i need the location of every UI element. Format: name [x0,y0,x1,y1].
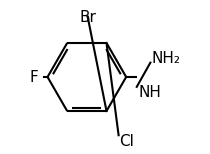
Text: Br: Br [79,10,96,25]
Text: Cl: Cl [119,134,134,149]
Text: F: F [30,69,38,85]
Text: NH: NH [138,85,161,100]
Text: NH₂: NH₂ [152,51,181,66]
